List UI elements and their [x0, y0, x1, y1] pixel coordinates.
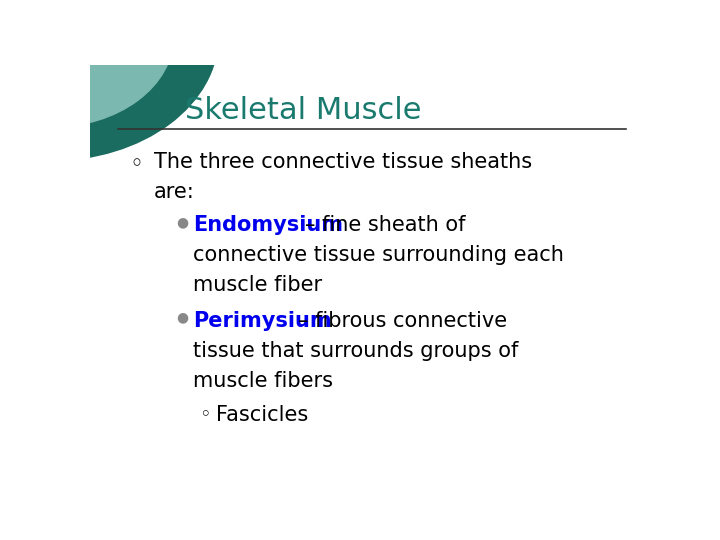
Text: connective tissue surrounding each: connective tissue surrounding each [193, 245, 564, 265]
Text: ●: ● [176, 311, 189, 325]
Text: ◦: ◦ [199, 405, 210, 424]
Text: – fine sheath of: – fine sheath of [305, 215, 465, 235]
Text: The three connective tissue sheaths: The three connective tissue sheaths [154, 152, 532, 172]
Text: ◦: ◦ [129, 152, 143, 176]
Text: muscle fibers: muscle fibers [193, 370, 333, 390]
Text: Fascicles: Fascicles [215, 405, 308, 425]
Circle shape [0, 0, 218, 160]
Text: Skeletal Muscle: Skeletal Muscle [185, 96, 421, 125]
Text: ●: ● [176, 215, 189, 229]
Text: muscle fiber: muscle fiber [193, 275, 323, 295]
Text: Endomysium: Endomysium [193, 215, 343, 235]
Text: – fibrous connective: – fibrous connective [297, 311, 507, 331]
Text: Perimysium: Perimysium [193, 311, 332, 331]
Text: tissue that surrounds groups of: tissue that surrounds groups of [193, 341, 518, 361]
Text: are:: are: [154, 182, 195, 202]
Circle shape [0, 0, 174, 127]
